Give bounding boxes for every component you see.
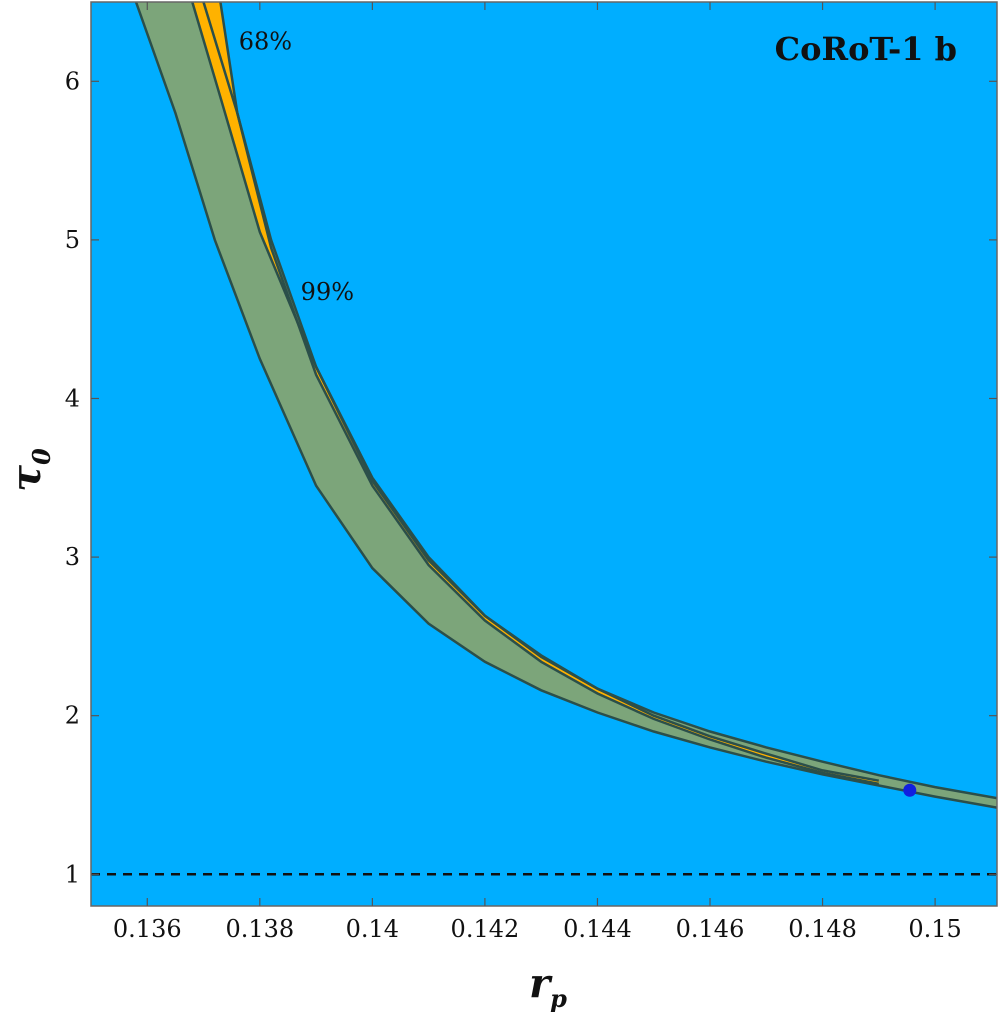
x-tick-label: 0.136 (113, 915, 182, 943)
x-tick-label: 0.142 (451, 915, 520, 943)
x-tick-label: 0.146 (676, 915, 745, 943)
contour-99-inner (202, 2, 997, 800)
x-tick-label: 0.148 (788, 915, 857, 943)
x-tick-label: 0.14 (346, 915, 399, 943)
y-tick-label: 2 (65, 702, 80, 730)
y-tick-label: 5 (65, 226, 80, 254)
x-axis-title: rp (529, 960, 567, 1013)
y-tick-label: 6 (65, 67, 80, 95)
y-axis-subscript: 0 (27, 448, 56, 465)
x-tick-label: 0.144 (563, 915, 632, 943)
best-fit-point (903, 783, 917, 797)
x-axis-subscript: p (550, 984, 567, 1013)
contour-label-1: 99% (301, 278, 354, 306)
y-axis-title: τ0 (3, 448, 56, 492)
y-tick-label: 3 (65, 543, 80, 571)
y-tick-label: 1 (65, 860, 80, 888)
y-axis-symbol: τ (3, 465, 50, 492)
x-tick-label: 0.15 (908, 915, 961, 943)
y-tick-label: 4 (65, 384, 80, 412)
chart-title: CoRoT-1 b (775, 30, 957, 68)
plot-frame (90, 1, 998, 907)
x-axis-symbol: r (529, 960, 553, 1007)
contour-68-inner (219, 2, 880, 786)
contour-99-outer (134, 2, 997, 809)
x-tick-label: 0.138 (225, 915, 294, 943)
contour-label-0: 68% (239, 28, 292, 56)
